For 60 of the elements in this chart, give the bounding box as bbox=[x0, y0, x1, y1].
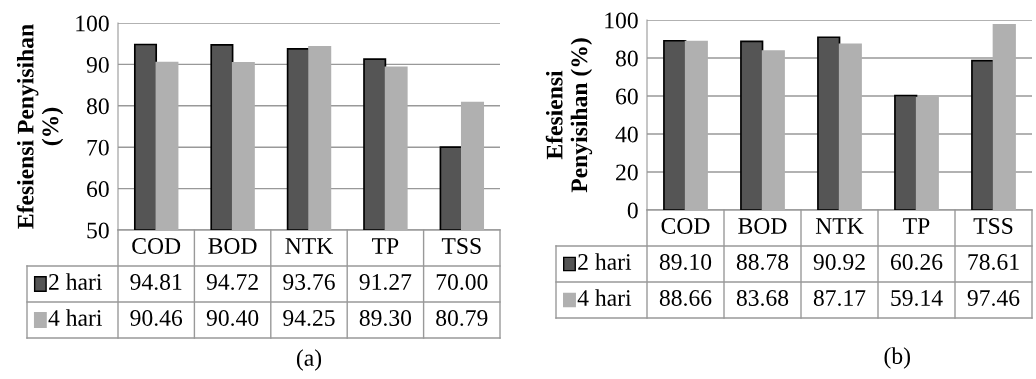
data-label: 90.46 bbox=[130, 309, 183, 327]
bar bbox=[838, 43, 862, 210]
data-label: 90.92 bbox=[813, 253, 865, 271]
bar bbox=[992, 23, 1016, 210]
y-tick-label: 40 bbox=[615, 126, 638, 143]
data-label: 70.00 bbox=[436, 273, 488, 291]
y-tick-label: 70 bbox=[87, 139, 109, 156]
y-tick-label: 90 bbox=[86, 56, 109, 73]
x-tick-label: TSS bbox=[441, 238, 481, 254]
bar bbox=[663, 39, 687, 210]
y-tick-label: 50 bbox=[87, 222, 109, 239]
legend-label: 2 hari bbox=[578, 253, 632, 270]
bar bbox=[817, 36, 841, 210]
text: (a) bbox=[296, 349, 322, 371]
y-axis-title: Efesiensi Penyisihan (%) bbox=[16, 24, 64, 229]
bar bbox=[915, 96, 939, 210]
data-label: 83.68 bbox=[736, 289, 789, 307]
x-tick-label: COD bbox=[661, 218, 710, 234]
x-tick-label: NTK bbox=[815, 218, 864, 234]
y-tick-label: 0 bbox=[627, 202, 638, 219]
data-label: 94.72 bbox=[206, 274, 258, 291]
x-tick-label: NTK bbox=[285, 238, 334, 254]
x-tick-label: COD bbox=[132, 238, 181, 254]
data-label: 89.30 bbox=[359, 309, 412, 327]
y-tick-label: 100 bbox=[605, 12, 638, 29]
y-axis-title: Efesiensi Penyisihan (%) bbox=[545, 38, 593, 193]
data-label: 60.26 bbox=[890, 253, 943, 271]
y-tick-label: 60 bbox=[87, 181, 109, 198]
data-label: 90.40 bbox=[206, 309, 259, 327]
legend-label: 4 hari bbox=[577, 289, 632, 306]
data-label: 88.78 bbox=[736, 253, 789, 271]
y-tick-label: 100 bbox=[76, 15, 109, 32]
bar bbox=[894, 94, 918, 210]
y-tick-label: 60 bbox=[616, 88, 638, 105]
legend-label: 4 hari bbox=[48, 309, 102, 326]
x-tick-label: TP bbox=[372, 238, 399, 254]
data-label: 59.14 bbox=[891, 290, 943, 307]
data-label: 94.81 bbox=[130, 273, 182, 291]
bar bbox=[761, 50, 785, 210]
data-label: 94.25 bbox=[283, 310, 335, 327]
bar bbox=[684, 40, 708, 210]
data-label: 87.17 bbox=[813, 289, 866, 307]
y-tick-label: 20 bbox=[616, 164, 638, 181]
text: (b) bbox=[884, 347, 910, 369]
x-tick-label: BOD bbox=[738, 218, 787, 234]
x-tick-label: BOD bbox=[208, 238, 257, 254]
bar bbox=[971, 59, 995, 210]
data-label: 93.76 bbox=[283, 274, 335, 291]
data-label: 89.10 bbox=[659, 253, 712, 271]
legend-label: 2 hari bbox=[49, 273, 102, 290]
x-tick-label: TSS bbox=[973, 218, 1013, 234]
y-tick-label: 80 bbox=[615, 50, 638, 67]
x-tick-label: TP bbox=[903, 218, 930, 234]
data-label: 78.61 bbox=[968, 253, 1019, 271]
data-label: 88.66 bbox=[659, 289, 712, 307]
bar bbox=[740, 40, 764, 210]
y-tick-label: 80 bbox=[86, 98, 109, 115]
data-label: 80.79 bbox=[436, 309, 488, 327]
data-label: 91.27 bbox=[359, 274, 412, 291]
data-label: 97.46 bbox=[967, 290, 1020, 307]
